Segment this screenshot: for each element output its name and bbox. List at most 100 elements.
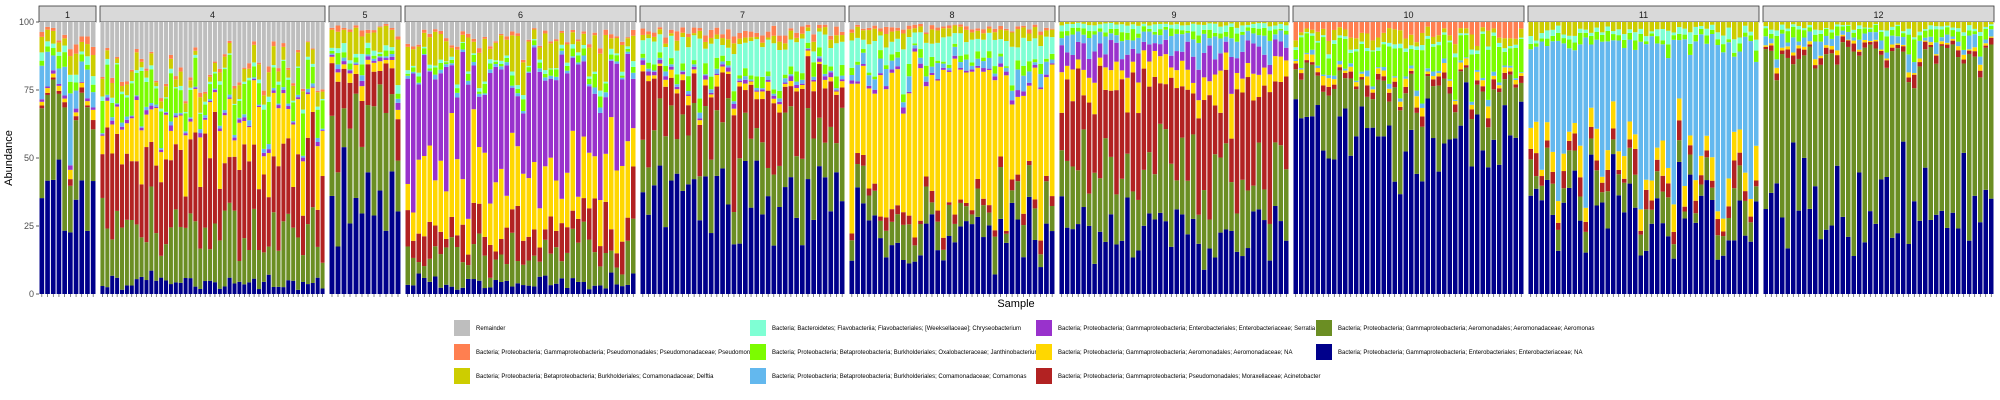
bar-stack <box>1900 22 1906 294</box>
bar-segment <box>45 86 50 89</box>
bar-segment <box>124 22 129 82</box>
bar-stack <box>1496 22 1502 294</box>
bar-segment <box>1207 81 1212 96</box>
bar-stack <box>173 22 178 294</box>
bar-segment <box>149 22 154 52</box>
bar-segment <box>1212 105 1218 155</box>
bar-segment <box>1594 39 1599 129</box>
bar-segment <box>969 214 975 225</box>
bar-segment <box>416 84 422 160</box>
bar-segment <box>771 245 777 294</box>
bar-segment <box>1381 136 1386 294</box>
bar-segment <box>731 212 737 245</box>
bar-segment <box>1108 90 1114 157</box>
bar-segment <box>760 76 765 89</box>
bar-segment <box>1884 52 1889 59</box>
bar-segment <box>471 53 477 55</box>
bar-stack <box>1851 22 1856 294</box>
bar-segment <box>918 23 923 27</box>
bar-segment <box>329 47 335 51</box>
bar-segment <box>310 282 315 294</box>
bar-segment <box>1038 35 1044 47</box>
bar-segment <box>754 39 760 77</box>
bar-stack <box>1234 22 1240 294</box>
bar-segment <box>1218 22 1223 27</box>
bar-segment <box>134 224 139 280</box>
bar-segment <box>975 22 981 29</box>
y-axis-title: Abundance <box>3 130 15 186</box>
bar-stack <box>1583 22 1588 294</box>
bar-segment <box>50 179 56 294</box>
bar-stack <box>1638 22 1643 294</box>
bar-segment <box>1179 60 1185 87</box>
bar-segment <box>154 107 159 166</box>
bar-stack <box>1862 22 1867 294</box>
bar-segment <box>110 82 115 98</box>
bar-segment <box>1229 26 1234 39</box>
bar-segment <box>765 81 771 91</box>
bar-segment <box>1441 143 1447 294</box>
bar-segment <box>276 103 281 106</box>
bar-segment <box>1638 33 1643 42</box>
bar-stack <box>1158 22 1163 294</box>
bar-segment <box>315 109 320 138</box>
bar-segment <box>883 89 889 218</box>
bar-segment <box>1348 49 1353 53</box>
bar-segment <box>581 22 587 32</box>
bar-segment <box>1649 180 1654 201</box>
bar-stack <box>1676 22 1682 294</box>
bar-segment <box>1315 40 1320 43</box>
bar-segment <box>526 22 532 40</box>
bar-segment <box>460 224 466 263</box>
bar-segment <box>1207 23 1212 30</box>
bar-segment <box>1599 22 1605 33</box>
bar-segment <box>256 107 261 190</box>
bar-segment <box>1693 180 1698 201</box>
bar-segment <box>674 139 680 174</box>
bar-segment <box>1293 47 1298 50</box>
bar-segment <box>377 57 383 62</box>
bar-segment <box>1414 22 1419 43</box>
bar-segment <box>115 133 120 211</box>
bar-segment <box>1988 198 1994 294</box>
bar-segment <box>1038 31 1044 36</box>
bar-stack <box>329 22 335 294</box>
bar-segment <box>657 59 663 64</box>
bar-segment <box>1867 211 1873 294</box>
bar-segment <box>438 287 444 294</box>
bar-segment <box>281 90 286 94</box>
bar-segment <box>631 218 636 274</box>
bar-segment <box>805 56 811 109</box>
bar-segment <box>1518 28 1524 38</box>
bar-segment <box>449 22 455 46</box>
bar-stack <box>646 22 651 294</box>
bar-segment <box>1873 48 1878 224</box>
bar-segment <box>1273 22 1278 26</box>
bar-segment <box>883 22 889 27</box>
bar-segment <box>799 73 805 80</box>
bar-segment <box>1331 75 1337 80</box>
bar-segment <box>631 35 636 62</box>
bar-segment <box>674 173 680 294</box>
bar-segment <box>912 32 918 44</box>
bar-segment <box>320 128 325 131</box>
bar-segment <box>329 27 335 30</box>
bar-segment <box>1867 44 1873 212</box>
bar-segment <box>1983 26 1988 29</box>
bar-segment <box>1070 23 1075 28</box>
bar-segment <box>1381 32 1386 42</box>
bar-segment <box>460 287 466 294</box>
bar-segment <box>1539 200 1544 294</box>
bar-segment <box>129 285 134 294</box>
bar-segment <box>822 177 828 294</box>
bar-segment <box>449 286 455 294</box>
bar-segment <box>1676 98 1682 121</box>
bar-segment <box>482 38 488 82</box>
bar-segment <box>438 63 444 70</box>
bar-segment <box>405 183 411 211</box>
bar-segment <box>1038 63 1044 74</box>
bar-segment <box>1218 38 1223 54</box>
bar-segment <box>1430 43 1436 47</box>
bar-segment <box>124 95 129 98</box>
bar-segment <box>173 87 178 89</box>
